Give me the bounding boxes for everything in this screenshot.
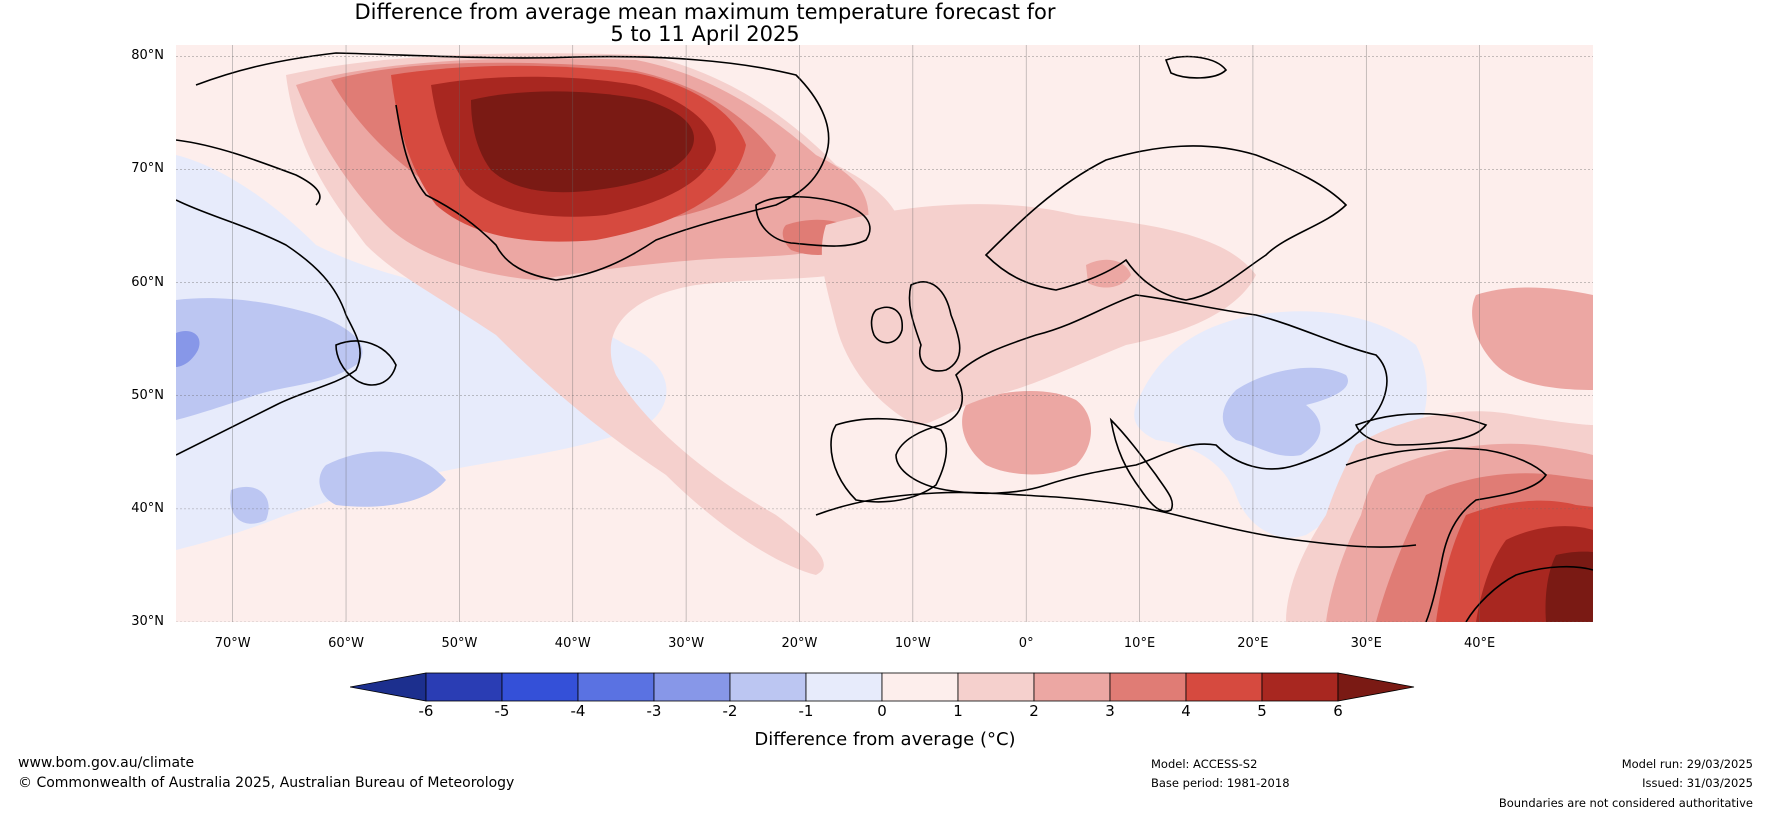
- colorbar-extend-low: [350, 672, 427, 702]
- colorbar-tick-5: -1: [798, 702, 814, 720]
- map-title-line1: Difference from average mean maximum tem…: [354, 0, 1056, 24]
- colorbar-segment-0: [425, 672, 503, 702]
- colorbar-tick-8: 2: [1029, 702, 1039, 720]
- coastline-arabia: [1465, 565, 1593, 622]
- coastline-iceland: [755, 195, 871, 247]
- anomaly-map: [176, 45, 1593, 622]
- lat-label-60: 60°N: [131, 274, 164, 290]
- colorbar-segment-11: [1261, 672, 1339, 702]
- coastline-anatolia-levant: [1345, 447, 1548, 622]
- footer-copyright: © Commonwealth of Australia 2025, Austra…: [18, 775, 515, 791]
- colorbar-segment-10: [1185, 672, 1263, 702]
- coastline-italy: [1109, 417, 1174, 512]
- coastline-iberia: [830, 417, 948, 503]
- coastline-ireland: [870, 306, 903, 344]
- anomaly-greenland-peak: [471, 91, 694, 193]
- colorbar-tick-3: -3: [646, 702, 662, 720]
- coastline-north-africa: [815, 491, 1417, 548]
- colorbar-segment-3: [653, 672, 731, 702]
- lat-label-40: 40°N: [131, 500, 164, 516]
- anomaly-cold-hudson: [176, 330, 200, 367]
- lon-label-40w: 40°W: [554, 636, 591, 651]
- map-title-line2: 5 to 11 April 2025: [610, 22, 800, 46]
- lat-label-30: 30°N: [131, 614, 164, 629]
- colorbar-tick-7: 1: [953, 702, 963, 720]
- coastline-british-isles: [908, 281, 961, 372]
- coastline-labrador: [176, 199, 361, 456]
- footer-website: www.bom.gov.au/climate: [18, 755, 195, 771]
- colorbar-tick-0: -6: [418, 702, 434, 720]
- colorbar-tick-11: 5: [1257, 702, 1267, 720]
- colorbar-label: Difference from average (°C): [754, 729, 1016, 750]
- anomaly-europe-cooler: [1222, 367, 1348, 457]
- colorbar-tick-12: 6: [1333, 702, 1343, 720]
- anomaly-map-svg: [176, 45, 1593, 622]
- lon-label-50w: 50°W: [441, 636, 478, 651]
- lon-label-60w: 60°W: [328, 636, 364, 651]
- anomaly-france-warm: [962, 390, 1091, 475]
- coastline-newfoundland: [335, 340, 397, 386]
- colorbar-segment-1: [501, 672, 579, 702]
- coastline-svalbard: [1164, 55, 1228, 79]
- colorbar-tick-9: 3: [1105, 702, 1115, 720]
- lon-label-30w: 30°W: [668, 636, 705, 651]
- coastline-baffin: [176, 139, 321, 206]
- footer-model-run: Model run: 29/03/2025: [1621, 757, 1753, 771]
- footer-base-period: Base period: 1981-2018: [1151, 776, 1290, 790]
- anomaly-cold-nova-scotia: [230, 486, 269, 524]
- footer-disclaimer: Boundaries are not considered authoritat…: [1498, 796, 1753, 810]
- colorbar-segment-8: [1033, 672, 1111, 702]
- colorbar-tick-1: -5: [494, 702, 510, 720]
- lat-label-70: 70°N: [131, 161, 164, 177]
- colorbar-tick-6: 0: [877, 702, 887, 720]
- colorbar: [350, 672, 1415, 702]
- lon-label-10w: 10°W: [894, 636, 931, 651]
- anomaly-russia-warm: [1472, 287, 1593, 390]
- gridlines: [176, 45, 1593, 622]
- anomaly-middle-east-peak: [1545, 551, 1593, 622]
- lon-label-0: 0°: [1018, 636, 1034, 651]
- colorbar-tick-10: 4: [1181, 702, 1191, 720]
- lon-label-20e: 20°E: [1237, 636, 1269, 651]
- colorbar-segment-7: [957, 672, 1035, 702]
- lon-label-20w: 20°W: [781, 636, 818, 651]
- colorbar-segment-5: [805, 672, 883, 702]
- colorbar-segment-2: [577, 672, 655, 702]
- footer-model: Model: ACCESS-S2: [1151, 757, 1258, 771]
- anomaly-cold-labrador: [176, 298, 363, 420]
- lat-label-50: 50°N: [131, 387, 164, 403]
- colorbar-segment-4: [729, 672, 807, 702]
- coastline-caspian-black-sea: [1354, 412, 1488, 446]
- colorbar-tick-4: -2: [722, 702, 738, 720]
- colorbar-segment-9: [1109, 672, 1187, 702]
- lon-label-70w: 70°W: [214, 636, 251, 651]
- footer-issued: Issued: 31/03/2025: [1642, 776, 1753, 790]
- anomaly-scandinavia-2-3: [1086, 259, 1131, 288]
- anomaly-cold-grand-banks: [319, 451, 446, 507]
- colorbar-segment-6: [881, 672, 959, 702]
- lon-label-40e: 40°E: [1463, 636, 1496, 651]
- coastline-scandinavia: [984, 145, 1348, 301]
- lon-label-10e: 10°E: [1123, 636, 1156, 651]
- lon-label-30e: 30°E: [1350, 636, 1382, 651]
- colorbar-extend-high: [1337, 672, 1415, 702]
- colorbar-tick-2: -4: [570, 702, 586, 720]
- lat-label-80: 80°N: [131, 48, 164, 64]
